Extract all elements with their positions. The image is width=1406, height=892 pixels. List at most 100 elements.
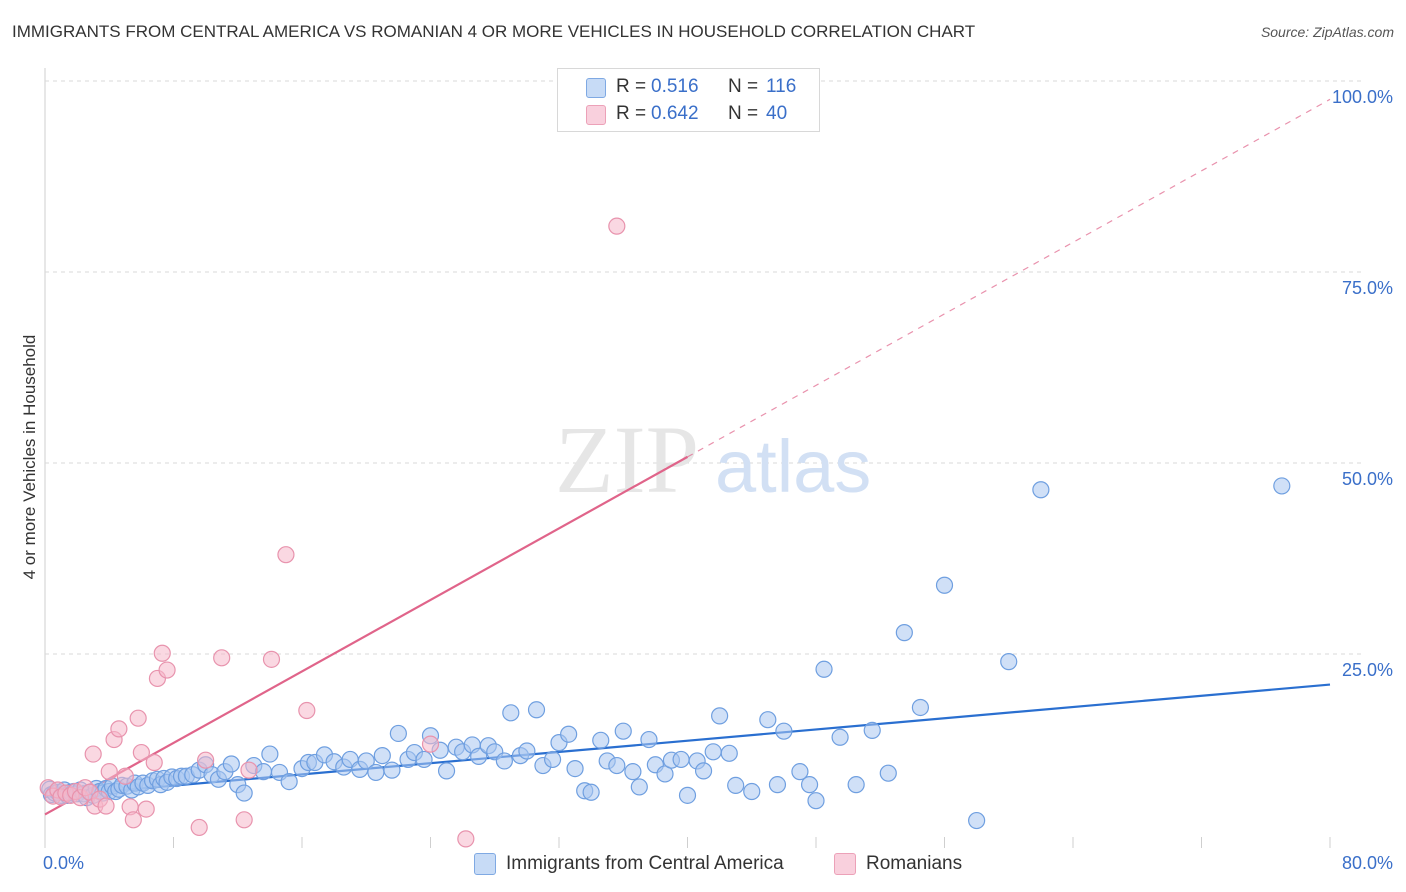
point-romanians [97,797,115,815]
point-central-america [694,762,713,780]
point-central-america [720,744,738,762]
point-central-america [495,752,513,770]
point-romanians [608,217,626,235]
point-central-america [968,811,986,830]
chart-title: IMMIGRANTS FROM CENTRAL AMERICA VS ROMAN… [12,22,976,41]
point-central-america [831,728,849,746]
point-central-america [656,765,674,783]
y-axis-label: 4 or more Vehicles in Household [20,334,39,580]
y-tick-label: 50.0% [1342,469,1393,489]
y-tick-labels: 25.0% 50.0% 75.0% 100.0% [1332,87,1393,680]
legend-r-value: 0.642 [651,103,699,124]
point-romanians [116,767,134,785]
legend-r-label: R = [616,103,647,124]
point-romanians [110,720,128,738]
point-central-america [367,763,385,782]
point-central-america [608,756,626,775]
point-central-america [357,752,375,770]
x-tick-label: 0.0% [43,853,84,873]
point-romanians [132,743,150,762]
point-romanians [158,661,176,679]
point-central-america [614,722,632,740]
point-central-america [847,776,865,794]
point-central-america [222,755,240,773]
point-romanians [277,546,295,564]
point-central-america [624,763,642,781]
legend-r-value: 0.516 [651,76,699,97]
point-central-america [895,624,913,642]
point-central-america [389,724,407,743]
point-central-america [704,743,722,761]
y-tick-label: 100.0% [1332,87,1393,107]
point-romanians [298,701,316,720]
point-romanians [262,650,281,668]
point-central-america [518,742,536,760]
point-romanians [84,745,102,763]
point-central-america [630,778,648,796]
point-central-america [727,776,745,795]
legend-swatch-pink [834,853,856,875]
legend-n-value: 40 [766,103,788,124]
point-romanians [124,811,142,829]
point-central-america [437,762,456,780]
point-romanians [100,763,118,781]
point-central-america [254,763,273,781]
point-central-america [768,776,787,794]
point-central-america [261,745,279,763]
point-central-america [280,772,298,791]
trend-lines [44,98,1331,816]
watermark-zip: ZIP [555,406,699,513]
point-central-america [935,576,954,594]
point-romanians [213,649,231,667]
legend-label: Immigrants from Central America [506,853,784,874]
point-central-america [791,763,809,781]
point-central-america [235,784,253,802]
y-tick-label: 75.0% [1342,278,1393,298]
point-romanians [137,800,155,818]
point-central-america [383,761,401,779]
point-central-america [373,747,391,765]
watermark-atlas: atlas [715,425,871,508]
point-romanians [153,644,171,662]
legend-n-label: N = [728,76,759,97]
point-central-america [527,701,546,719]
legend-r-label: R = [616,76,647,97]
point-central-america [678,786,697,804]
data-points [39,217,1291,848]
point-romanians [421,735,440,753]
trend-line-romanians-extension [687,98,1331,458]
point-central-america [543,750,562,769]
point-romanians [129,709,147,727]
point-romanians [145,753,163,772]
point-central-america [800,776,819,794]
point-central-america [743,782,761,801]
legend-n-label: N = [728,103,759,124]
y-tick-label: 25.0% [1342,660,1393,680]
point-central-america [415,750,433,769]
point-central-america [640,730,658,749]
point-central-america [879,764,897,782]
point-central-america [815,660,833,678]
point-central-america [470,747,488,765]
point-central-america [592,731,610,749]
point-romanians [197,751,215,769]
x-tick-labels: 0.0% 80.0% [43,853,1393,873]
stats-legend: R = 0.516 N = 116 R = 0.642 N = 40 [557,68,820,132]
point-central-america [759,711,777,729]
point-central-america [711,707,729,725]
point-central-america [566,759,584,778]
point-central-america [672,750,690,769]
point-romanians [457,830,475,848]
point-central-america [807,792,825,810]
point-romanians [190,818,208,837]
legend-swatch-blue [586,78,606,98]
point-romanians [240,761,258,779]
point-central-america [863,721,881,740]
point-central-america [582,783,600,801]
point-central-america [502,704,520,722]
legend-label: Romanians [866,853,963,874]
grid-lines [44,68,1365,848]
point-central-america [1000,653,1018,671]
legend-swatch-pink [586,105,606,125]
